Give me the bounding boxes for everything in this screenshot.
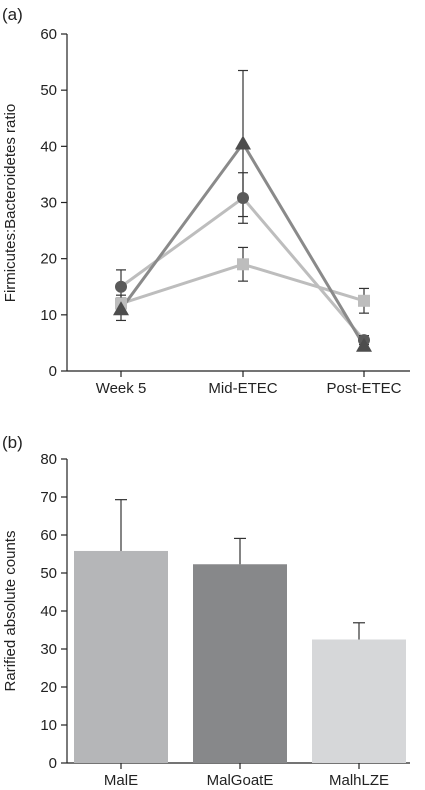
panel-a-error-bars <box>116 69 369 351</box>
y-tick-label: 20 <box>40 251 57 268</box>
panel-b: (b) Rarified absolute counts 0 10 20 30 40 50… <box>2 433 410 789</box>
y-tick-label: 30 <box>40 641 57 658</box>
y-tick-label: 40 <box>40 603 57 620</box>
y-tick-label: 50 <box>40 565 57 582</box>
y-tick-label: 70 <box>40 489 57 506</box>
y-tick-label: 80 <box>40 451 57 468</box>
panel-a-markers <box>113 135 372 352</box>
triangle-marker <box>113 301 129 316</box>
bar <box>74 550 168 763</box>
panel-b-bars <box>74 550 406 763</box>
panel-a-y-axis-label: Firmicutes:Bacteroidetes ratio <box>2 104 19 302</box>
circle-marker <box>237 192 249 205</box>
x-tick-label: MalE <box>104 772 138 789</box>
panel-b-y-axis-label: Rarified absolute counts <box>2 531 19 692</box>
panel-b-ticks: 0 10 20 30 40 50 60 70 80 MalE MalGoatE MalhLZE <box>40 451 389 789</box>
y-tick-label: 60 <box>40 26 57 43</box>
panel-a: (a) Firmicutes:Bacteroidetes ratio 0 10 20… <box>2 5 410 397</box>
panel-b-label: (b) <box>2 433 23 452</box>
x-tick-label: MalhLZE <box>329 772 389 789</box>
x-tick-label: MalGoatE <box>207 772 274 789</box>
bar <box>312 639 406 763</box>
y-tick-label: 0 <box>49 363 57 380</box>
y-tick-label: 30 <box>40 195 57 212</box>
y-tick-label: 0 <box>49 755 57 772</box>
x-tick-label: Week 5 <box>96 380 147 397</box>
y-tick-label: 50 <box>40 82 57 99</box>
bar <box>193 564 287 763</box>
triangle-marker <box>356 337 372 352</box>
y-tick-label: 20 <box>40 679 57 696</box>
square-marker <box>237 258 249 271</box>
y-tick-label: 60 <box>40 527 57 544</box>
panel-a-label: (a) <box>2 5 23 24</box>
panel-b-error-bars <box>115 499 365 640</box>
triangle-marker <box>235 135 251 150</box>
y-tick-label: 40 <box>40 138 57 155</box>
circle-marker <box>115 280 127 293</box>
y-tick-label: 10 <box>40 307 57 324</box>
panel-a-ticks: 0 10 20 30 40 50 60 Week 5 Mid-ETEC Post-ETEC <box>40 26 401 397</box>
y-tick-label: 10 <box>40 717 57 734</box>
x-tick-label: Post-ETEC <box>326 380 401 397</box>
x-tick-label: Mid-ETEC <box>208 380 277 397</box>
square-marker <box>358 294 370 307</box>
